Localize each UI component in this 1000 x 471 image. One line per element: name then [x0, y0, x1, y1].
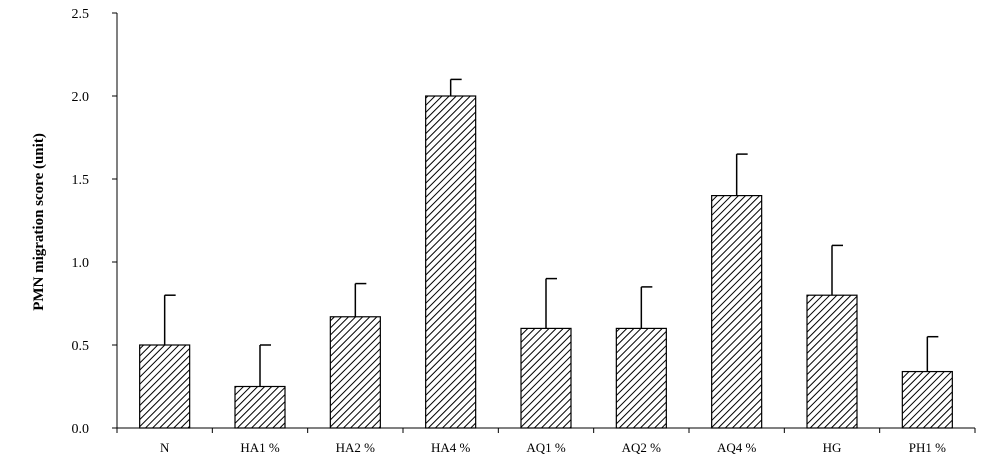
- x-tick-label: AQ2 %: [622, 440, 662, 455]
- y-tick-label: 2.5: [72, 7, 90, 22]
- x-tick-label: N: [160, 440, 170, 455]
- bar: [806, 294, 858, 429]
- x-tick-label: HG: [823, 440, 842, 455]
- x-tick-label: PH1 %: [909, 440, 946, 455]
- bar: [329, 316, 381, 429]
- x-tick-label: HA4 %: [431, 440, 471, 455]
- bar: [711, 195, 763, 429]
- bar: [520, 327, 572, 429]
- bar: [425, 95, 477, 429]
- bar: [615, 327, 667, 429]
- x-tick-label: HA2 %: [336, 440, 376, 455]
- y-tick-label: 1.5: [72, 173, 90, 188]
- y-axis-title: PMN migration score (unit): [31, 133, 47, 311]
- y-tick-label: 0.0: [72, 422, 90, 437]
- x-tick-label: AQ4 %: [717, 440, 757, 455]
- x-tick-label: HA1 %: [240, 440, 280, 455]
- y-tick-label: 0.5: [72, 339, 90, 354]
- y-tick-label: 1.0: [72, 256, 90, 271]
- y-tick-label: 2.0: [72, 90, 90, 105]
- bar: [139, 344, 191, 429]
- x-tick-label: AQ1 %: [526, 440, 566, 455]
- bar: [901, 370, 953, 429]
- bar: [234, 385, 286, 429]
